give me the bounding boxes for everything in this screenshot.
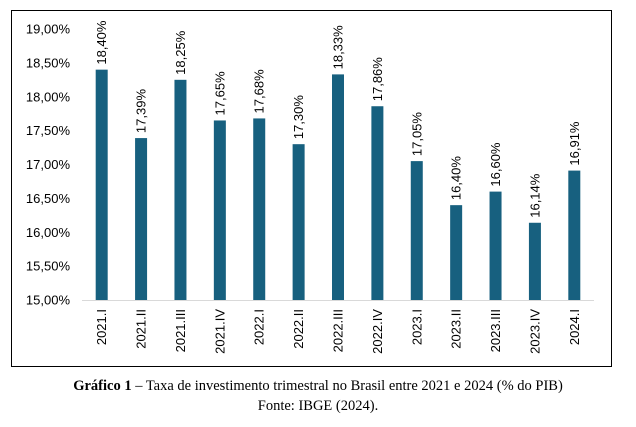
y-tick-label: 15,00%	[26, 293, 71, 308]
bar	[528, 222, 541, 300]
bar	[95, 69, 108, 301]
bars	[95, 69, 581, 301]
caption-title: Gráfico 1 – Taxa de investimento trimest…	[0, 376, 636, 396]
category-label: 2022.III	[331, 309, 346, 352]
bar	[371, 106, 384, 300]
data-label: 18,33%	[331, 25, 346, 70]
caption-text: – Taxa de investimento trimestral no Bra…	[131, 378, 563, 394]
category-label: 2023.I	[409, 309, 424, 345]
data-label: 17,39%	[134, 89, 149, 134]
category-label: 2024.I	[567, 309, 582, 345]
data-label: 16,40%	[449, 156, 464, 201]
y-tick-label: 17,00%	[26, 157, 71, 172]
y-tick-label: 16,50%	[26, 191, 71, 206]
bar-chart: 19,00% 18,50% 18,00% 17,50% 17,00% 16,50% 16,0…	[26, 20, 594, 354]
figure-caption: Gráfico 1 – Taxa de investimento trimest…	[0, 376, 636, 416]
data-label: 17,30%	[291, 95, 306, 140]
data-label: 16,60%	[488, 142, 503, 187]
y-tick-label: 18,50%	[26, 55, 71, 70]
data-label: 17,86%	[370, 57, 385, 102]
chart-frame: 19,00% 18,50% 18,00% 17,50% 17,00% 16,50% 16,0…	[11, 10, 612, 367]
y-tick-label: 18,00%	[26, 89, 71, 104]
category-label: 2021.III	[173, 309, 188, 352]
y-tick-label: 17,50%	[26, 123, 71, 138]
y-axis-ticks: 19,00% 18,50% 18,00% 17,50% 17,00% 16,50% 16,0…	[26, 22, 71, 308]
data-label: 16,14%	[527, 173, 542, 218]
category-label: 2021.IV	[212, 309, 227, 354]
category-label: 2022.II	[291, 309, 306, 349]
bar	[174, 79, 187, 300]
category-label: 2021.I	[94, 309, 109, 345]
data-label: 18,25%	[173, 30, 188, 75]
caption-label: Gráfico 1	[73, 378, 132, 394]
bar	[568, 170, 581, 300]
bar	[135, 138, 148, 300]
y-tick-label: 19,00%	[26, 22, 71, 37]
category-label: 2023.III	[488, 309, 503, 352]
category-label: 2022.I	[252, 309, 267, 345]
y-tick-label: 16,00%	[26, 225, 71, 240]
bar	[213, 120, 226, 301]
category-label: 2023.II	[449, 309, 464, 349]
category-label: 2022.IV	[370, 309, 385, 354]
caption-source: Fonte: IBGE (2024).	[257, 398, 379, 414]
bar	[450, 205, 463, 300]
category-label: 2021.II	[134, 309, 149, 349]
data-label: 18,40%	[94, 20, 109, 65]
y-tick-label: 15,50%	[26, 259, 71, 274]
data-label: 16,91%	[567, 121, 582, 166]
bar	[332, 74, 344, 300]
bar	[489, 191, 502, 300]
bar	[410, 161, 423, 300]
category-labels: 2021.I 2021.II 2021.III 2021.IV 2022.I 2022.I…	[94, 309, 582, 354]
data-labels: 18,40% 17,39% 18,25% 17,65% 17,68% 17,30% 18,3…	[94, 20, 582, 218]
data-label: 17,05%	[409, 112, 424, 157]
data-label: 17,65%	[212, 71, 227, 116]
category-label: 2023.IV	[527, 309, 542, 354]
data-label: 17,68%	[252, 69, 267, 114]
bar	[292, 144, 305, 300]
bar	[253, 118, 266, 301]
